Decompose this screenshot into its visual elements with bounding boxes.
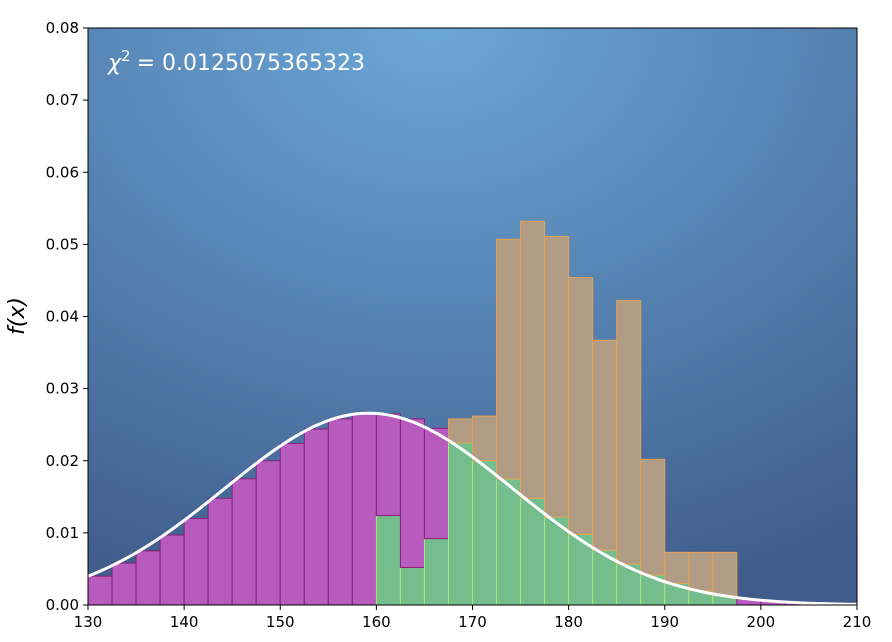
overlap-bar	[520, 497, 546, 605]
y-tick-label: 0.07	[46, 91, 79, 109]
normal-pdf-curve	[87, 411, 858, 606]
x-tick-label: 130	[74, 613, 103, 631]
overlap-bar	[496, 478, 522, 605]
histogram-bar-series-2	[640, 458, 666, 576]
histogram-bar-series-1	[279, 442, 305, 605]
overlap-bar	[375, 515, 401, 605]
histogram-bar-series-2	[472, 415, 498, 462]
histogram-bar-series-1	[399, 418, 425, 568]
histogram-bar-series-2	[520, 220, 546, 499]
histogram-bar-series-1	[231, 478, 257, 605]
chi-square-annotation: χ2 = 0.0125075365323	[107, 47, 365, 76]
histogram-bar-series-2	[496, 238, 522, 480]
x-tick-label: 190	[650, 613, 679, 631]
histogram-bar-series-2	[568, 277, 594, 535]
overlap-bar	[423, 538, 449, 605]
x-axis: 130 140 150 160 170 180 190 200 210	[74, 605, 872, 631]
histogram-bar-series-1	[351, 413, 377, 605]
overlap-bar	[399, 566, 425, 605]
histogram-bar-series-1	[88, 575, 113, 605]
y-tick-label: 0.00	[46, 596, 79, 614]
chi-symbol: χ	[107, 51, 122, 76]
x-tick-label: 140	[170, 613, 199, 631]
histogram-bar-series-1	[159, 534, 185, 605]
histogram-bar-series-2	[616, 300, 642, 565]
x-tick-label: 200	[747, 613, 776, 631]
x-tick-label: 160	[362, 613, 391, 631]
histogram-bar-series-2	[688, 551, 714, 592]
y-tick-label: 0.08	[46, 19, 79, 37]
y-tick-label: 0.06	[46, 163, 79, 181]
histogram-bar-series-1	[135, 550, 161, 605]
y-tick-label: 0.03	[46, 380, 79, 398]
x-tick-label: 170	[458, 613, 487, 631]
histogram-bar-series-1	[327, 418, 353, 605]
chi-superscript: 2	[121, 47, 131, 65]
histogram-bar-series-2	[447, 418, 473, 444]
histogram-bar-series-2	[712, 551, 738, 597]
y-tick-label: 0.04	[46, 308, 79, 326]
histogram-bar-series-2	[544, 235, 570, 518]
bars-layer	[88, 220, 857, 605]
x-tick-label: 210	[843, 613, 872, 631]
overlap-bar	[472, 460, 498, 605]
y-tick-label: 0.01	[46, 524, 79, 542]
histogram-bar-series-2	[664, 551, 690, 584]
chi-value: = 0.0125075365323	[137, 51, 365, 76]
histogram-bar-series-1	[207, 497, 233, 605]
histogram-bar-series-1	[423, 427, 449, 540]
histogram-bar-series-1	[303, 428, 329, 605]
y-tick-label: 0.05	[46, 235, 79, 253]
x-tick-label: 180	[554, 613, 583, 631]
overlap-bar	[447, 442, 473, 605]
histogram-bar-series-1	[183, 517, 209, 605]
y-axis: 0.00 0.01 0.02 0.03 0.04 0.05 0.06 0.07 0.08	[46, 19, 88, 614]
y-tick-label: 0.02	[46, 452, 79, 470]
histogram-bar-series-1	[255, 460, 281, 605]
y-axis-label: f(x)	[5, 297, 30, 335]
histogram-bar-series-2	[592, 339, 618, 551]
histogram-bar-series-1	[111, 562, 137, 605]
histogram-bar-series-1	[375, 413, 401, 517]
x-tick-label: 150	[266, 613, 295, 631]
